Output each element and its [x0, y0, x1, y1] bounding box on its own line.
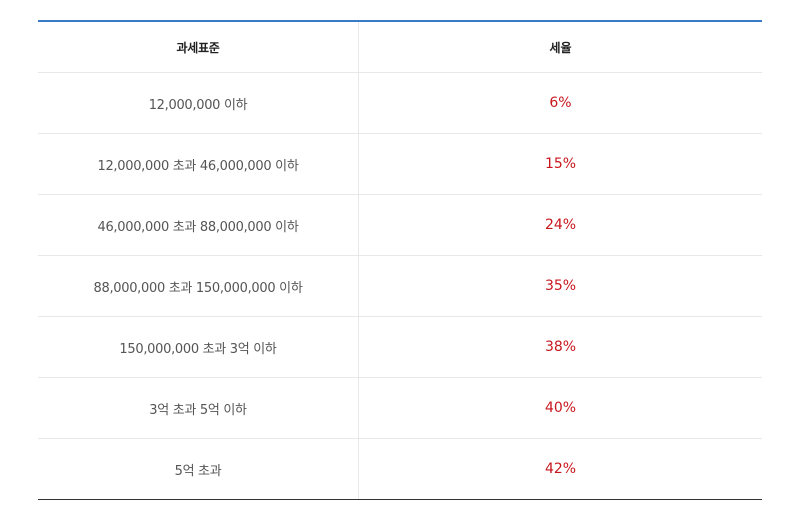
- tax-rate-cell: 6%: [549, 95, 572, 111]
- tax-base-cell: 150,000,000 초과 3억 이하: [38, 317, 359, 377]
- tax-base-cell: 12,000,000 이하: [38, 73, 359, 133]
- tax-rate-cell: 24%: [544, 217, 577, 233]
- tax-rate-cell: 15%: [544, 156, 577, 172]
- tax-base-cell: 12,000,000 초과 46,000,000 이하: [38, 134, 359, 194]
- table-header-row: 과세표준 세율: [38, 22, 762, 73]
- header-tax-base: 과세표준: [38, 22, 359, 72]
- table-row: 150,000,000 초과 3억 이하 38%: [38, 317, 762, 378]
- table-row: 88,000,000 초과 150,000,000 이하 35%: [38, 256, 762, 317]
- table-row: 3억 초과 5억 이하 40%: [38, 378, 762, 439]
- tax-base-cell: 88,000,000 초과 150,000,000 이하: [38, 256, 359, 316]
- tax-rate-cell: 40%: [544, 400, 577, 416]
- tax-base-cell: 3억 초과 5억 이하: [38, 378, 359, 438]
- tax-base-cell: 46,000,000 초과 88,000,000 이하: [38, 195, 359, 255]
- tax-rate-cell: 38%: [544, 339, 577, 355]
- table-row: 5억 초과 42%: [38, 439, 762, 499]
- table-row: 12,000,000 초과 46,000,000 이하 15%: [38, 134, 762, 195]
- tax-rate-table: 과세표준 세율 12,000,000 이하 6% 12,000,000 초과 4…: [38, 20, 762, 500]
- tax-rate-cell: 42%: [544, 461, 577, 477]
- table-row: 46,000,000 초과 88,000,000 이하 24%: [38, 195, 762, 256]
- header-tax-rate: 세율: [549, 40, 572, 55]
- table-row: 12,000,000 이하 6%: [38, 73, 762, 134]
- tax-base-cell: 5억 초과: [38, 439, 359, 499]
- tax-rate-cell: 35%: [544, 278, 577, 294]
